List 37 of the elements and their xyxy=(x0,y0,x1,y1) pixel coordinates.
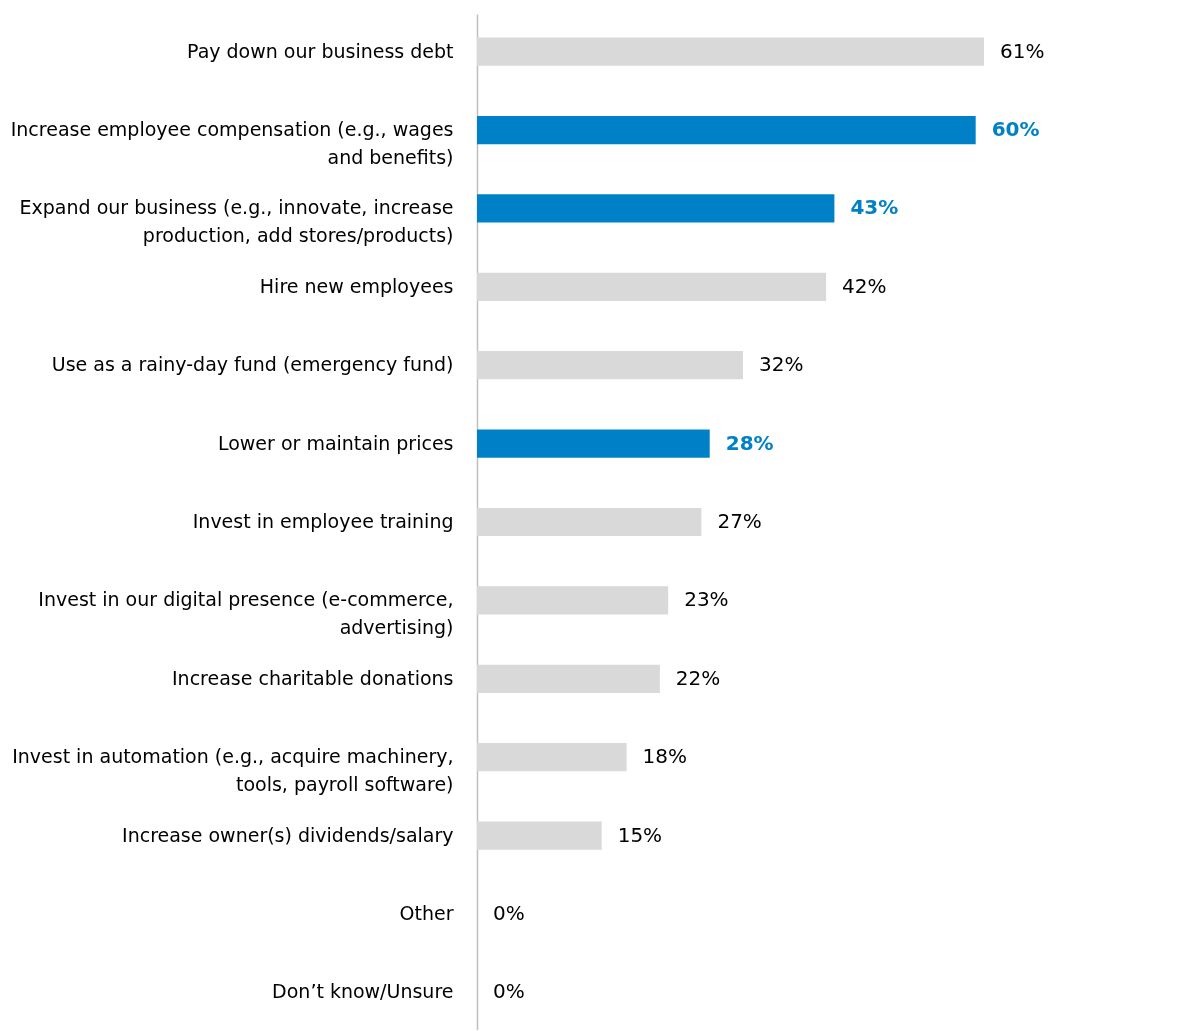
bar xyxy=(477,194,835,223)
y-tick-label: Invest in automation (e.g., acquire machinery, tools, payroll software) xyxy=(12,745,454,796)
y-tick-label: Invest in our digital presence (e-commerce, advertising) xyxy=(38,588,454,639)
data-label: 22% xyxy=(675,665,721,690)
bar xyxy=(477,821,602,850)
data-label: 0% xyxy=(493,979,525,1004)
bar xyxy=(477,351,743,380)
data-label: 60% xyxy=(991,117,1040,142)
y-tick-label: Hire new employees xyxy=(259,274,454,297)
bar xyxy=(477,664,660,693)
y-tick-label: Expand our business (e.g., innovate, increase production, add stores/products) xyxy=(19,196,454,247)
bar xyxy=(477,586,669,615)
y-tick-label: Lower or maintain prices xyxy=(217,431,454,454)
bar xyxy=(477,507,702,537)
data-label: 32% xyxy=(758,352,804,377)
data-label: 15% xyxy=(617,822,663,847)
y-tick-label: Increase employee compensation (e.g., wages and benefits) xyxy=(10,118,454,169)
y-tick-label: Increase owner(s) dividends/salary xyxy=(122,823,454,846)
data-label: 0% xyxy=(493,900,525,925)
y-tick-label: Use as a rainy-day fund (emergency fund) xyxy=(51,353,454,376)
y-tick-label: Increase charitable donations xyxy=(172,666,454,689)
y-tick-label: Other xyxy=(399,901,454,924)
data-label: 42% xyxy=(842,273,887,298)
bar xyxy=(477,272,827,301)
bar xyxy=(477,743,627,772)
data-label: 61% xyxy=(1000,38,1045,63)
bar xyxy=(477,429,710,458)
data-label: 27% xyxy=(717,509,762,533)
data-label: 23% xyxy=(684,587,729,612)
y-tick-label: Don’t know/Unsure xyxy=(272,980,454,1003)
bar xyxy=(477,115,976,145)
data-label: 18% xyxy=(642,744,688,769)
bar xyxy=(477,37,984,66)
data-label: 28% xyxy=(725,430,774,455)
y-tick-label: Pay down our business debt xyxy=(187,39,454,62)
data-label: 43% xyxy=(850,195,899,220)
y-tick-label: Invest in employee training xyxy=(192,510,454,532)
